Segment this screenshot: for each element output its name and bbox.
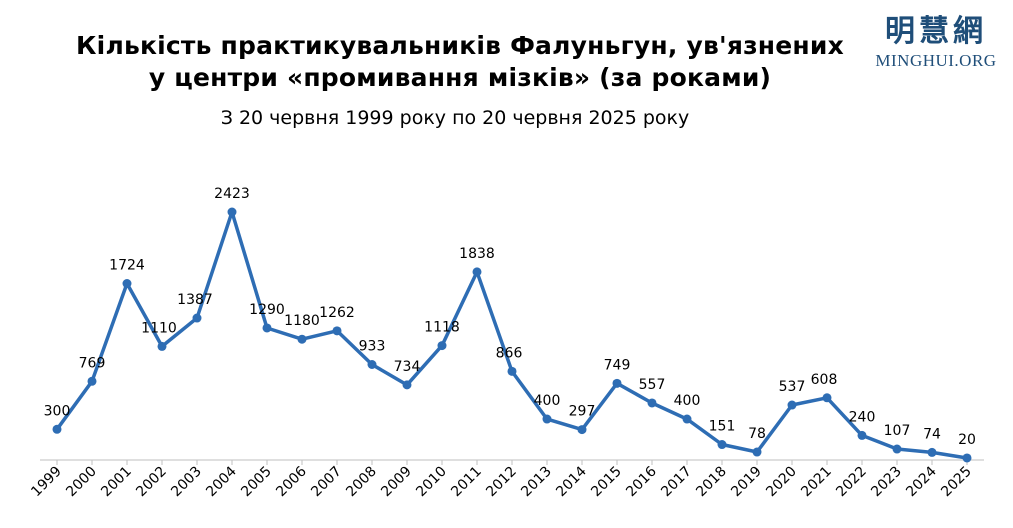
data-label: 78 [748,426,766,442]
data-point [87,376,97,386]
x-tick-label: 2006 [273,463,310,500]
data-label: 1262 [319,305,355,321]
x-tick-label: 2008 [343,464,380,501]
data-point [822,393,832,403]
data-label: 608 [811,372,838,388]
data-point [542,414,552,424]
data-point [367,360,377,370]
chart-title-line-2: у центри «промивання мізків» (за роками) [148,63,772,92]
x-tick-label: 2003 [168,464,205,501]
data-label: 537 [779,379,806,395]
data-point [962,453,972,463]
data-point [927,447,937,457]
x-tick-label: 2023 [868,464,905,501]
x-tick-label: 2002 [133,464,170,501]
data-point [402,380,412,390]
data-point [332,326,342,336]
data-label: 1110 [141,320,177,336]
data-label: 107 [884,423,911,439]
data-points [52,207,972,463]
data-point [52,424,62,434]
data-label: 557 [639,377,666,393]
data-label: 1387 [177,292,213,308]
data-point [192,313,202,323]
data-point [752,447,762,457]
x-tick-label: 2017 [658,464,695,501]
data-label: 400 [534,393,561,409]
data-label: 1290 [249,302,285,318]
data-point [647,398,657,408]
x-tick-label: 2024 [903,463,940,500]
data-point [472,267,482,277]
data-label: 74 [923,426,941,442]
data-label: 300 [44,403,71,419]
data-label: 866 [496,345,523,361]
data-point [262,323,272,333]
series-line [55,210,968,460]
data-label: 1724 [109,258,145,274]
data-point [717,440,727,450]
logo-cjk-text: 明慧網 [885,14,987,49]
chart-title-line-1: Кількість практикувальників Фалуньгун, у… [76,31,844,60]
x-tick-label: 1999 [28,464,65,501]
x-tick-label: 2019 [728,464,765,501]
x-tick-label: 2010 [413,464,450,501]
data-point [297,334,307,344]
data-label: 400 [674,393,701,409]
x-tick-label: 2013 [518,464,555,501]
data-point [507,366,517,376]
data-point [577,425,587,435]
data-label: 749 [604,357,631,373]
data-label: 2423 [214,186,250,202]
x-tick-label: 2022 [833,464,870,501]
x-tick-label: 2016 [623,463,660,500]
data-label: 1118 [424,320,460,336]
x-tick-label: 2025 [938,464,975,501]
x-tick-label: 2012 [483,464,520,501]
x-tick-label: 2009 [378,464,415,501]
data-label: 240 [849,409,876,425]
logo-latin-text: MINGHUI.ORG [875,51,997,70]
data-label: 297 [569,404,596,420]
chart-subtitle: З 20 червня 1999 року по 20 червня 2025 … [220,107,690,129]
data-point [787,400,797,410]
data-label: 933 [359,339,386,355]
x-tick-label: 2018 [693,464,730,501]
x-tick-label: 2015 [588,464,625,501]
x-tick-label: 2000 [63,464,100,501]
data-label: 769 [79,355,106,371]
data-point [227,207,237,217]
x-tick-labels: 1999200020012002200320042005200620072008… [28,463,975,500]
data-point [892,444,902,454]
minghui-logo: 明慧網 MINGHUI.ORG [871,12,1001,70]
data-label: 1180 [284,313,320,329]
chart-title: Кількість практикувальників Фалуньгун, у… [0,30,920,94]
data-point [682,414,692,424]
data-label: 734 [394,359,421,375]
x-tick-label: 2005 [238,464,275,501]
data-point [612,378,622,388]
x-tick-label: 2011 [448,464,485,501]
x-axis-ticks [56,460,968,465]
data-point [157,341,167,351]
x-tick-label: 2020 [763,464,800,501]
x-tick-label: 2007 [308,464,345,501]
data-point [857,430,867,440]
x-tick-label: 2014 [553,463,590,500]
x-tick-label: 2004 [203,463,240,500]
x-tick-label: 2021 [798,464,835,501]
x-tick-label: 2001 [98,464,135,501]
data-label: 151 [709,419,736,435]
data-label: 1838 [459,246,495,262]
data-label: 20 [958,432,976,448]
data-point [437,341,447,351]
data-point [122,279,132,289]
